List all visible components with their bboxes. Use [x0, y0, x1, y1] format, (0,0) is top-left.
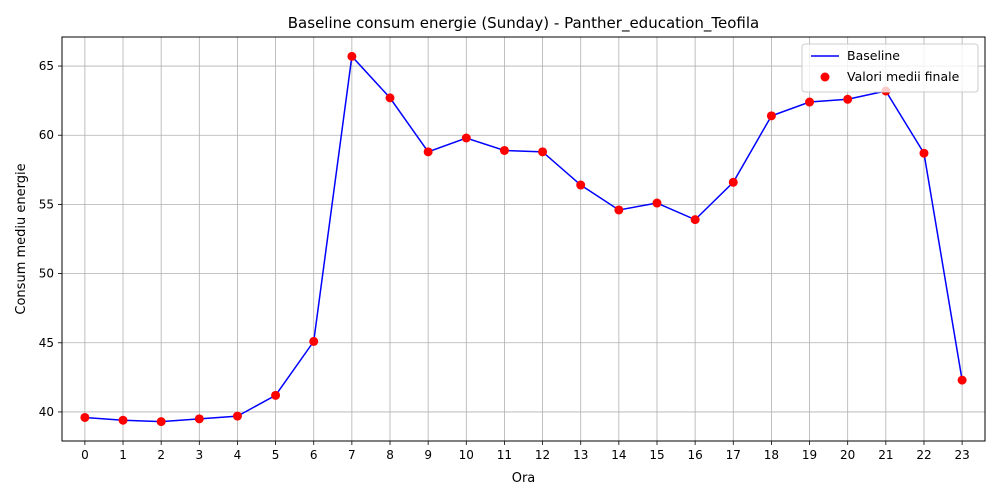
- data-point: [118, 415, 128, 425]
- x-tick-label: 10: [459, 448, 474, 462]
- x-tick-label: 7: [348, 448, 356, 462]
- x-tick-label: 2: [157, 448, 165, 462]
- x-tick-label: 23: [954, 448, 969, 462]
- baseline-series-line: [84, 54, 963, 423]
- legend-marker-swatch: [820, 72, 830, 82]
- x-tick-label: 17: [726, 448, 741, 462]
- x-tick-label: 0: [81, 448, 89, 462]
- x-tick-label: 5: [272, 448, 280, 462]
- x-tick-label: 9: [424, 448, 432, 462]
- series-layer: [80, 51, 967, 427]
- data-point: [919, 148, 929, 158]
- plot-frame: [61, 36, 986, 442]
- x-tick-label: 16: [687, 448, 702, 462]
- data-point: [232, 411, 242, 421]
- y-tick-label: 65: [39, 59, 54, 73]
- data-point: [347, 51, 357, 61]
- y-tick-label: 55: [39, 197, 54, 211]
- data-point: [309, 336, 319, 346]
- data-point: [499, 145, 509, 155]
- grid: [62, 37, 985, 441]
- data-point: [805, 97, 815, 107]
- data-point: [538, 147, 548, 157]
- y-tick-label: 45: [39, 336, 54, 350]
- data-point: [80, 412, 90, 422]
- x-tick-label: 12: [535, 448, 550, 462]
- data-point: [690, 215, 700, 225]
- x-tick-label: 6: [310, 448, 318, 462]
- y-tick-label: 50: [39, 267, 54, 281]
- y-tick-label: 60: [39, 128, 54, 142]
- x-axis-label: Ora: [512, 471, 536, 486]
- data-point: [271, 390, 281, 400]
- x-tick-label: 15: [649, 448, 664, 462]
- x-tick-label: 4: [234, 448, 242, 462]
- x-tick-label: 20: [840, 448, 855, 462]
- data-point: [652, 198, 662, 208]
- data-point: [614, 205, 624, 215]
- x-tick-label: 19: [802, 448, 817, 462]
- legend-box: [801, 43, 979, 93]
- x-tick-label: 8: [386, 448, 394, 462]
- legend: Baseline Valori medii finale: [801, 43, 979, 93]
- chart-title: Baseline consum energie (Sunday) - Panth…: [288, 14, 759, 33]
- data-point: [576, 180, 586, 190]
- x-tick-label: 21: [878, 448, 893, 462]
- data-point: [957, 375, 967, 385]
- y-axis: 40 45 50 55 60 65: [39, 59, 62, 419]
- data-point: [843, 94, 853, 104]
- x-tick-label: 13: [573, 448, 588, 462]
- data-point: [385, 93, 395, 103]
- data-point: [423, 147, 433, 157]
- data-point: [194, 414, 204, 424]
- x-tick-label: 11: [497, 448, 512, 462]
- x-tick-label: 1: [119, 448, 127, 462]
- legend-label-baseline: Baseline: [847, 48, 900, 63]
- x-tick-label: 18: [764, 448, 779, 462]
- data-point: [728, 177, 738, 187]
- y-tick-label: 40: [39, 405, 54, 419]
- legend-label-values: Valori medii finale: [847, 69, 960, 84]
- data-point: [156, 417, 166, 427]
- x-tick-label: 22: [916, 448, 931, 462]
- data-point: [766, 111, 776, 121]
- x-tick-label: 14: [611, 448, 626, 462]
- x-tick-label: 3: [195, 448, 203, 462]
- data-point: [461, 133, 471, 143]
- y-axis-label: Consum mediu energie: [14, 163, 29, 314]
- x-axis: 0 1 2 3 4 5 6 7 8 9 10 11 12 13 14 15 16 17 18 19 20 21 22 23: [81, 441, 970, 462]
